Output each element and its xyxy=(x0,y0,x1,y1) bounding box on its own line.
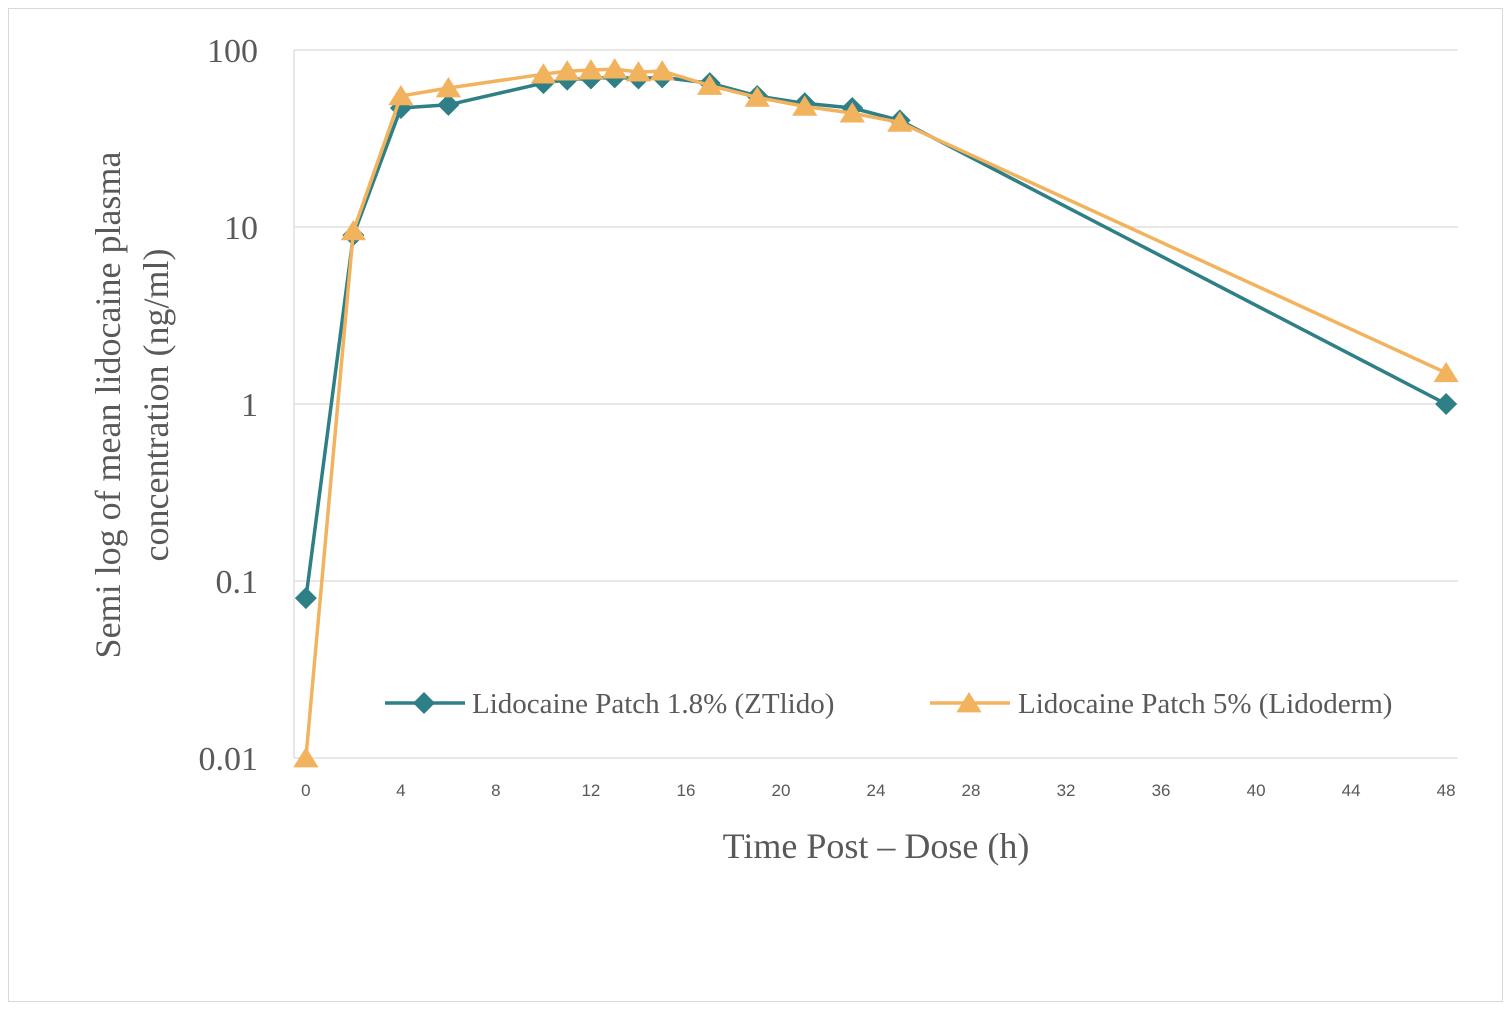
data-point xyxy=(293,747,319,768)
x-tick-label: 48 xyxy=(1437,781,1456,800)
data-point xyxy=(388,84,414,106)
x-tick-label: 24 xyxy=(867,781,886,800)
legend-marker-lidoderm xyxy=(956,692,982,713)
y-tick-label: 1 xyxy=(241,387,258,424)
data-point xyxy=(697,74,723,95)
grid-lines xyxy=(293,49,1458,759)
data-point xyxy=(294,587,317,610)
legend: Lidocaine Patch 1.8% (ZTlido) Lidocaine … xyxy=(385,688,1392,720)
x-axis-title: Time Post – Dose (h) xyxy=(723,826,1030,866)
x-tick-label: 32 xyxy=(1057,781,1076,800)
chart-frame xyxy=(8,8,1503,1002)
y-tick-label: 0.1 xyxy=(216,564,259,601)
series-line xyxy=(304,67,1447,759)
data-point xyxy=(437,93,460,116)
series-1 xyxy=(293,58,1459,768)
x-tick-label: 12 xyxy=(581,781,600,800)
legend-label-lidoderm: Lidocaine Patch 5% (Lidoderm) xyxy=(1018,688,1392,720)
data-point xyxy=(1433,361,1459,383)
series-0 xyxy=(294,66,1458,610)
y-tick-label: 0.01 xyxy=(199,741,259,778)
x-tick-label: 28 xyxy=(962,781,981,800)
legend-marker-ztlido xyxy=(413,692,435,714)
data-point xyxy=(554,60,580,81)
data-point xyxy=(530,63,557,84)
x-tick-labels: 0 4 8 12 16 20 24 28 32 36 40 44 48 xyxy=(301,781,1455,800)
y-axis-title-line-2: concentration (ng/ml) xyxy=(136,249,176,562)
x-tick-label: 44 xyxy=(1342,781,1361,800)
x-tick-label: 8 xyxy=(491,781,500,800)
x-tick-label: 36 xyxy=(1152,781,1171,800)
data-point xyxy=(435,76,462,98)
data-point xyxy=(839,102,865,123)
data-point xyxy=(649,60,675,81)
y-axis-title-line-1: Semi log of mean lidocaine plasma xyxy=(88,152,128,659)
x-tick-label: 40 xyxy=(1247,781,1266,800)
x-tick-label: 16 xyxy=(676,781,695,800)
data-point xyxy=(625,61,652,82)
data-point xyxy=(744,86,770,107)
y-tick-label: 10 xyxy=(224,210,258,247)
data-point xyxy=(578,59,604,80)
x-tick-label: 20 xyxy=(772,781,791,800)
data-point xyxy=(792,95,818,116)
series-line xyxy=(304,75,1447,599)
y-tick-label: 100 xyxy=(207,33,258,70)
data-point xyxy=(1435,393,1458,415)
data-point xyxy=(602,58,628,79)
x-tick-label: 4 xyxy=(396,781,405,800)
data-point xyxy=(340,219,367,241)
y-tick-labels: 0.01 0.1 1 10 100 xyxy=(199,33,259,778)
legend-label-ztlido: Lidocaine Patch 1.8% (ZTlido) xyxy=(472,688,834,720)
data-point xyxy=(887,111,913,132)
x-tick-label: 0 xyxy=(301,781,310,800)
series-group xyxy=(293,58,1459,768)
y-axis-title: Semi log of mean lidocaine plasma concen… xyxy=(88,152,176,659)
